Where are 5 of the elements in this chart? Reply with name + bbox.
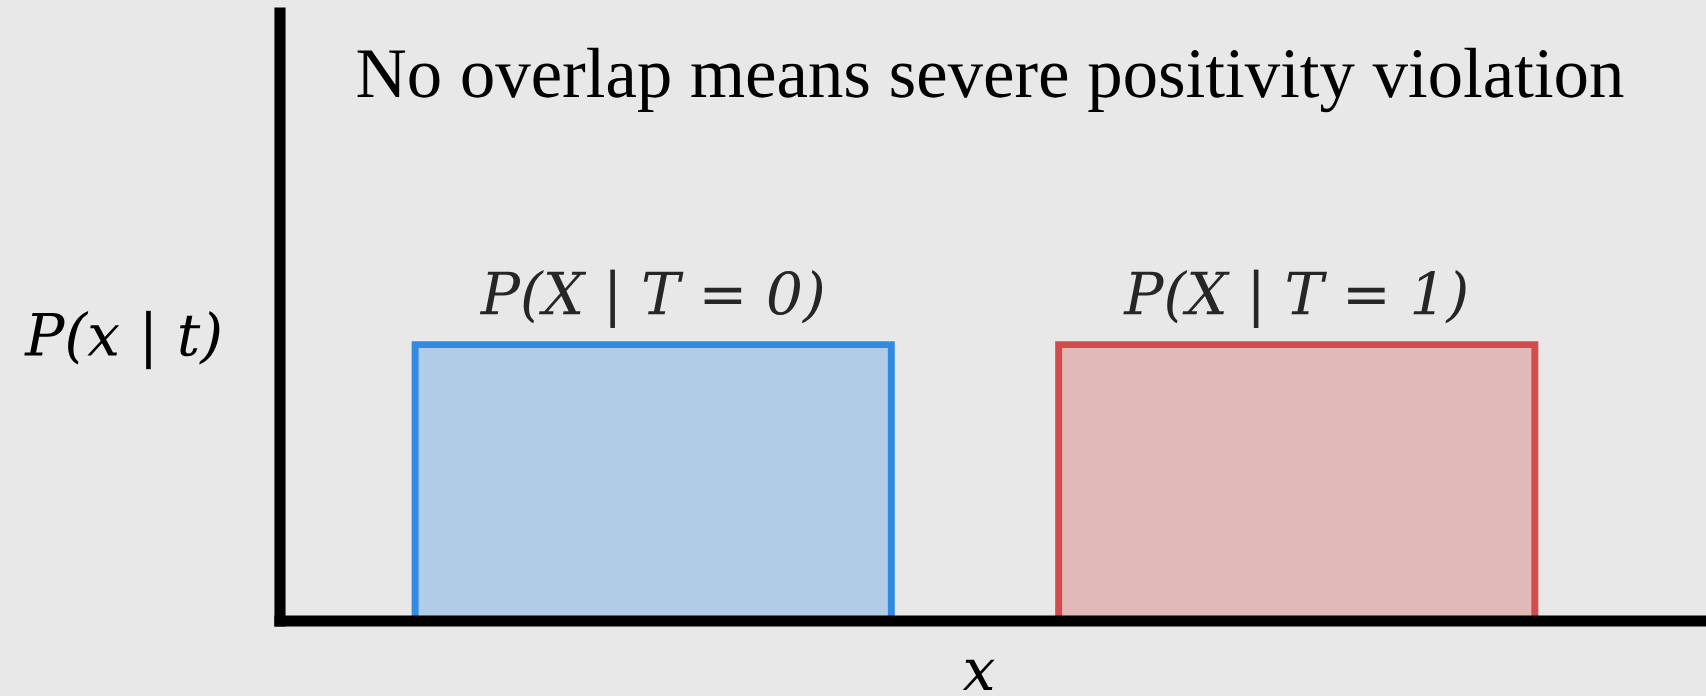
- x-axis-title: x: [962, 659, 995, 691]
- y-axis-title: P(x | t): [24, 310, 220, 370]
- x-tick-label: P(X | T = 0): [479, 269, 823, 328]
- chart-title: No overlap means severe positivity violation: [357, 47, 1624, 113]
- x-tick-label: P(X | T = 1): [1123, 269, 1466, 328]
